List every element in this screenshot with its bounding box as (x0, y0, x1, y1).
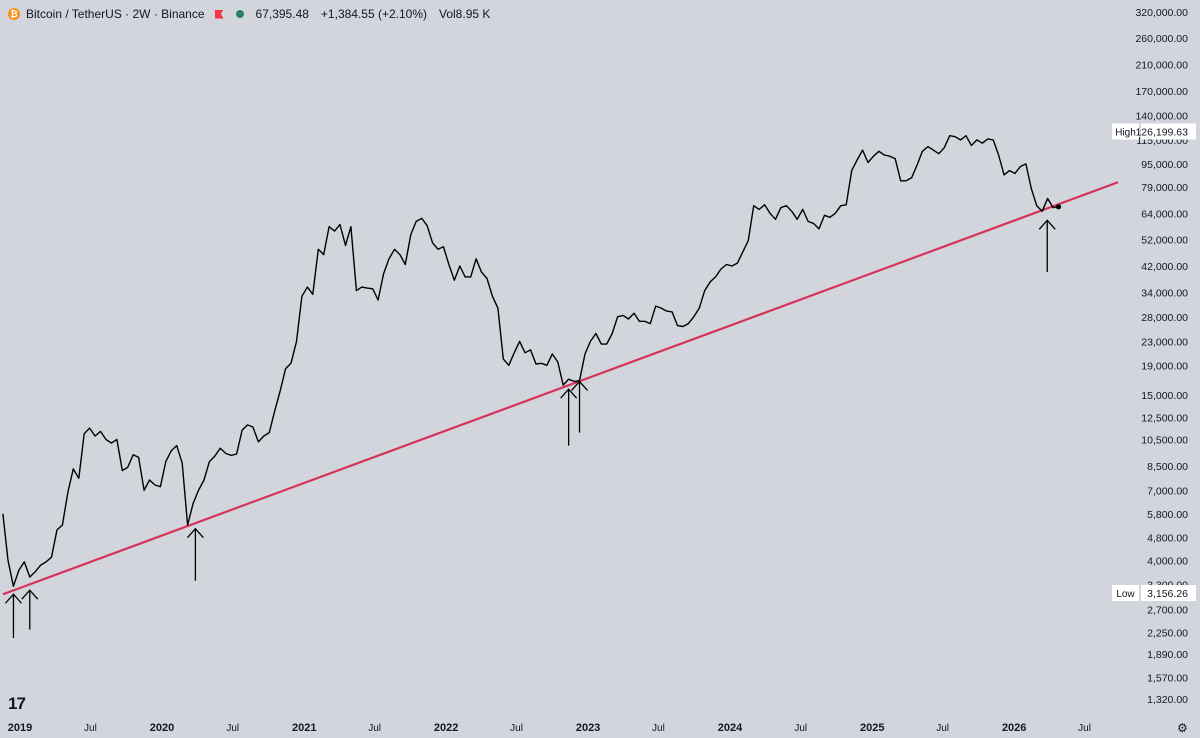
y-tick-label: 8,500.00 (1147, 461, 1188, 473)
y-tick-label: 170,000.00 (1135, 86, 1188, 98)
chart-header[interactable]: ₿ Bitcoin / TetherUS · 2W · Binance 67,3… (8, 6, 490, 22)
price-label-tag: Low (1116, 589, 1135, 600)
market-status-dot-icon (235, 10, 244, 18)
arrow-marker-5 (1038, 219, 1056, 273)
volume: Vol8.95 K (439, 7, 491, 21)
arrow-head (560, 388, 578, 399)
x-tick-label: Jul (226, 723, 239, 734)
x-tick-label: Jul (936, 723, 949, 734)
x-tick-label: 2026 (1002, 722, 1026, 734)
price-label-value-bg (1141, 585, 1196, 602)
tradingview-logo[interactable]: 17 (8, 694, 26, 713)
y-tick-label: 1,320.00 (1147, 694, 1188, 706)
x-tick-label: Jul (368, 723, 381, 734)
last-price: 67,395.48 (255, 7, 309, 21)
arrow-head (571, 380, 589, 391)
x-tick-label: 2019 (8, 722, 32, 734)
x-tick-label: Jul (794, 723, 807, 734)
y-tick-label: 15,000.00 (1141, 390, 1188, 402)
y-tick-label: 140,000.00 (1135, 110, 1188, 122)
x-tick-label: Jul (84, 723, 97, 734)
price-label-value-bg (1141, 123, 1196, 140)
x-tick-label: 2020 (150, 722, 174, 734)
y-tick-label: 10,500.00 (1141, 435, 1188, 447)
x-tick-label: Jul (1078, 723, 1091, 734)
y-tick-label: 1,570.00 (1147, 672, 1188, 684)
bitcoin-icon: ₿ (8, 8, 20, 20)
y-tick-label: 34,000.00 (1141, 287, 1188, 299)
price-label-value: 3,156.26 (1147, 588, 1188, 600)
y-tick-label: 52,000.00 (1141, 234, 1188, 246)
arrow-marker-1 (21, 589, 39, 630)
y-tick-label: 28,000.00 (1141, 312, 1188, 324)
y-tick-label: 4,800.00 (1147, 532, 1188, 544)
price-label-tag: High (1115, 128, 1136, 139)
arrow-marker-0 (4, 593, 22, 639)
y-tick-label: 7,000.00 (1147, 485, 1188, 497)
price-change: +1,384.55 (+2.10%) (320, 7, 427, 21)
arrow-head (4, 593, 22, 604)
red-flag-icon[interactable] (214, 9, 224, 19)
y-tick-label: 64,000.00 (1141, 208, 1188, 220)
x-tick-label: 2023 (576, 722, 600, 734)
arrow-head (186, 527, 204, 539)
y-tick-label: 42,000.00 (1141, 261, 1188, 273)
price-label-tag-bg (1112, 585, 1139, 602)
y-tick-label: 260,000.00 (1135, 33, 1188, 45)
arrow-marker-3 (560, 388, 578, 446)
x-tick-label: Jul (652, 723, 665, 734)
arrow-head (1038, 219, 1056, 230)
arrow-head (21, 589, 39, 600)
y-tick-label: 19,000.00 (1141, 360, 1188, 372)
x-tick-label: 2025 (860, 722, 884, 734)
y-tick-label: 320,000.00 (1135, 7, 1188, 19)
y-tick-label: 95,000.00 (1141, 159, 1188, 171)
support-trendline (2, 181, 1119, 596)
y-tick-label: 79,000.00 (1141, 182, 1188, 194)
gear-icon[interactable]: ⚙ (1177, 721, 1188, 735)
y-tick-label: 12,500.00 (1141, 413, 1188, 425)
y-tick-label: 4,000.00 (1147, 555, 1188, 567)
price-line-series-0 (2, 135, 1059, 587)
y-tick-label: 2,250.00 (1147, 627, 1188, 639)
x-tick-label: 2024 (718, 722, 743, 734)
price-label-value: 126,199.63 (1135, 127, 1188, 139)
x-tick-label: 2022 (434, 722, 458, 734)
y-tick-label: 23,000.00 (1141, 336, 1188, 348)
y-tick-label: 1,890.00 (1147, 649, 1188, 661)
price-label-tag-bg (1112, 123, 1139, 140)
last-price-point (1055, 204, 1062, 210)
y-tick-label: 5,800.00 (1147, 509, 1188, 521)
y-tick-label: 2,700.00 (1147, 605, 1188, 617)
arrow-marker-2 (186, 527, 204, 581)
arrow-marker-4 (571, 380, 589, 433)
x-tick-label: 2021 (292, 722, 316, 734)
x-tick-label: Jul (510, 723, 523, 734)
y-tick-label: 210,000.00 (1135, 60, 1188, 72)
symbol-title[interactable]: Bitcoin / TetherUS · 2W · Binance (26, 7, 205, 21)
